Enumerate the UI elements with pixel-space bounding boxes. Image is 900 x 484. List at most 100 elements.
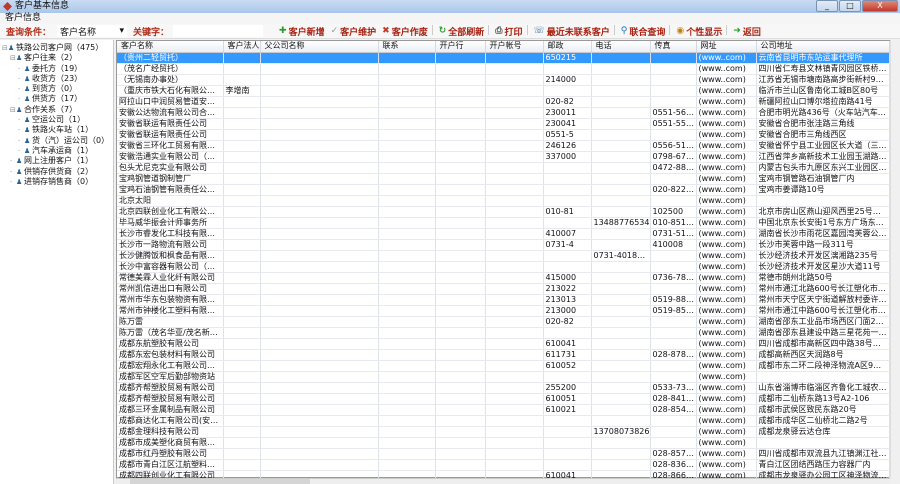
expander-icon[interactable]: ·	[18, 85, 21, 94]
column-header[interactable]: 父公司名称	[260, 41, 379, 53]
column-header[interactable]: 公司地址	[756, 41, 890, 53]
table-cell	[591, 74, 651, 86]
tree-node[interactable]: ⊟ ♟ 合作关系（7）	[0, 105, 113, 115]
expander-icon[interactable]: ⊟	[10, 105, 16, 114]
tree-node[interactable]: · ♟ 委托方（19）	[0, 64, 113, 74]
table-row[interactable]: 成都军区空军后勤部物资站 (www..com)	[117, 371, 890, 383]
condition-select[interactable]: 客户名称 ▾	[57, 25, 128, 38]
table-row[interactable]: 长沙中富容器有限公司（广州... (www..com) 长沙经济技术开发区星沙大道1…	[117, 261, 890, 273]
table-row[interactable]: 宝鸡石油钢管有限责任公司（... 020-82251...(www..com)宝鸡…	[117, 184, 890, 196]
toolbar-button-7[interactable]: ◉ 个性显示	[676, 25, 722, 38]
table-row[interactable]: 成都宏翔永化工有限公司（重... 610052 (www..com) 成都市东二环二段…	[117, 360, 890, 372]
table-row[interactable]: 长沙市一路物流有限公司 0731-4 410008 (www..com) 长沙市芙蓉中路…	[117, 239, 890, 251]
column-header[interactable]: 传真	[650, 41, 697, 53]
expander-icon[interactable]: ·	[18, 64, 21, 73]
toolbar-button-8[interactable]: ➜ 返回	[733, 25, 761, 38]
restore-button[interactable]: □	[839, 0, 861, 12]
table-row[interactable]: 包头尤尼克实业有限公司 0472-8856...(www..com)内蒙古包头市九…	[117, 162, 890, 174]
toolbar-button-2[interactable]: ✖ 客户作废	[382, 25, 428, 38]
table-row[interactable]: 成都金理科技有限公司 13708073826 (www..com) 成都龙泉驿云达仓库	[117, 426, 890, 438]
table-row[interactable]: 安徽省三环化工贸易有限公司 246126 0556-5151...(www..com…	[117, 140, 890, 152]
table-row[interactable]: 宝鸡钢管道钢制管厂 (www..com) 宝鸡市钢管路石油钢管厂内	[117, 173, 890, 185]
table-row[interactable]: 北京四联创业化工有限公司（... 010-81 102500 (www..com) 北京…	[117, 206, 890, 218]
table-row[interactable]: 常德美霖人业化纤有限公司 415000 0736-7896...(www..com)…	[117, 272, 890, 284]
table-row[interactable]: 陈万雷（茂名华亚/茂名新孔... (www..com) 湖南省邵东县建设中路三星花苑…	[117, 327, 890, 339]
table-row[interactable]: 成都东宏包装材料有限公司 611731 028-87848...(www..com)…	[117, 349, 890, 361]
table-row[interactable]: （重庆市铁大石化有限公司） 李增南 (www..com) 临沂市兰山区鲁南化工城B区8…	[117, 85, 890, 97]
toolbar-button-3[interactable]: ↻ 全部刷新	[439, 25, 485, 38]
table-row[interactable]: （无锡南办事处） 214000 (www..com) 江苏省无锡市塘南路高步街新村96…	[117, 74, 890, 86]
keyword-input[interactable]	[173, 25, 264, 37]
table-row[interactable]: 北京太阳 (www..com)	[117, 195, 890, 207]
tree-node[interactable]: · ♟ 空运公司（1）	[0, 115, 113, 125]
expander-icon[interactable]: ·	[10, 157, 13, 166]
table-row[interactable]: 成都东航塑胶有限公司 610041 (www..com) 四川省成都市高新区四中路38…	[117, 338, 890, 350]
table-row[interactable]: 常州凯信进出口有限公司 213022 (www..com) 常州市通江北路600号长江…	[117, 283, 890, 295]
table-row[interactable]: 成都齐帮塑胶贸易有限公司 255200 0533-7369...(www..com)…	[117, 382, 890, 394]
column-header[interactable]: 客户法人	[223, 41, 261, 53]
tree-node[interactable]: · ♟ 收货方（23）	[0, 74, 113, 84]
expander-icon[interactable]: ·	[18, 116, 21, 125]
toolbar-button-4[interactable]: ⎙ 打印	[495, 25, 522, 38]
scroll-thumb[interactable]	[130, 479, 310, 484]
tree-node[interactable]: · ♟ 进销存销售商（0）	[0, 177, 113, 187]
table-cell: (www..com)	[696, 338, 757, 350]
tree-node[interactable]: · ♟ 货（汽）运公司（0）	[0, 136, 113, 146]
table-row[interactable]: 成都三环金属制品有限公司 610021 028-85431...(www..com)…	[117, 404, 890, 416]
expander-icon[interactable]: ·	[10, 167, 13, 176]
expander-icon[interactable]: ·	[18, 95, 21, 104]
toolbar-button-6[interactable]: ⚲ 联合查询	[621, 25, 666, 38]
table-row[interactable]: 安徽公达物流有限公司合肥分... 230011 0551-5612...(www..…	[117, 107, 890, 119]
expander-icon[interactable]: ·	[18, 146, 21, 155]
close-button[interactable]: X	[862, 0, 898, 12]
table-cell: (www..com)	[696, 217, 757, 229]
column-header[interactable]: 电话	[591, 41, 651, 53]
expander-icon[interactable]: ·	[18, 74, 21, 83]
table-row[interactable]: 常州市钟楼化工塑料有限公司 213000 0519-8576...(www..com…	[117, 305, 890, 317]
menu-item-customer-info[interactable]: 客户信息	[5, 13, 42, 23]
column-header[interactable]: 网址	[696, 41, 757, 53]
column-header[interactable]: 邮政	[543, 41, 592, 53]
vertical-scrollbar[interactable]	[890, 40, 900, 478]
expander-icon[interactable]: ·	[18, 136, 21, 145]
table-row[interactable]: 阿拉山口中润贸易管道安装防... 020-82 (www..com) 新疆阿拉山口博尔…	[117, 96, 890, 108]
column-header[interactable]: 客户名称	[117, 41, 224, 53]
table-row[interactable]: 安徽省联运有限责任公司 0551-5 (www..com) 安徽省合肥市三角线西区	[117, 129, 890, 141]
toolbar-button-0[interactable]: ✚ 客户新增	[279, 25, 325, 38]
column-header[interactable]: 开户行	[435, 41, 486, 53]
table-row[interactable]: 成都商达化工有限公司(安徽... (www..com) 成都市成华区二仙桥北二路2号	[117, 415, 890, 427]
table-row[interactable]: 成都市青白江区江航塑料编织... 028-83611...(www..com)青白…	[117, 459, 890, 471]
tree-node[interactable]: · ♟ 汽车承运商（1）	[0, 146, 113, 156]
table-row[interactable]: 长沙健腾饭和枫食品有限公司 0731-4018952 (www..com) 长沙经济技…	[117, 250, 890, 262]
tree-node[interactable]: · ♟ 到货方（0）	[0, 84, 113, 94]
table-row[interactable]: （茂名广经贸托） (www..com) 四川省仁寿县文林镇青冈园区铁桥乡政府	[117, 63, 890, 75]
table-row[interactable]: 成都市红丹塑胶有限公司 028-85791...(www..com)四川省成都市双…	[117, 448, 890, 460]
tree-node[interactable]: · ♟ 供货方（17）	[0, 94, 113, 104]
column-header[interactable]: 开户帐号	[485, 41, 544, 53]
expander-icon[interactable]: ⊟	[10, 54, 16, 63]
table-row[interactable]: 成都齐帮塑胶贸易有限公司 610051 028-84127...(www..com)…	[117, 393, 890, 405]
table-row[interactable]: 长沙市睿发化工科技有限公司 410007 0731-5161...(www..com…	[117, 228, 890, 240]
tree-node[interactable]: ⊟ ♟ 客户往来（2）	[0, 53, 113, 63]
toolbar-button-1[interactable]: ✓ 客户维护	[331, 25, 377, 38]
column-header[interactable]: 联系	[378, 41, 436, 53]
minimize-button[interactable]: _	[816, 0, 838, 12]
tree-node[interactable]: · ♟ 铁路火车站（1）	[0, 125, 113, 135]
tree-node[interactable]: · ♟ 供销存供货商（2）	[0, 167, 113, 177]
table-row[interactable]: 毕马威华振会计师事务所 13488776534010-85185...(www..…	[117, 217, 890, 229]
table-row[interactable]: 陈万雷 020-82 (www..com) 湖南省邵东工业品市场西区门面22号	[117, 316, 890, 328]
horizontal-scrollbar[interactable]	[116, 478, 890, 484]
expander-icon[interactable]: ⊟	[2, 44, 8, 52]
table-row[interactable]: （贵州二轻贸托） 650215 (www..com) 云南省昆明市东站运事代理所	[117, 52, 890, 64]
table-row[interactable]: 安徽省联运有限责任公司 230041 0551-5524...(www..com)安…	[117, 118, 890, 130]
table-row[interactable]: 安徽浩通实业有限公司（浙江... 337000 0798-6796...(www..…	[117, 151, 890, 163]
tree-node[interactable]: · ♟ 网上注册客户（1）	[0, 156, 113, 166]
toolbar-button-5[interactable]: ☏ 最近未联系客户	[534, 25, 610, 38]
table-row[interactable]: 成都市成美塑化商贸有限公司 (www..com)	[117, 437, 890, 449]
table-cell	[756, 437, 890, 449]
expander-icon[interactable]: ·	[10, 177, 13, 186]
table-row[interactable]: 常州市华东包装物资有限公司... 213013 0519-8885...(www..…	[117, 294, 890, 306]
expander-icon[interactable]: ·	[18, 126, 21, 135]
tree-node[interactable]: ⊟ ♟ 铁路公司客户网（475）	[0, 43, 113, 53]
table-cell: (www..com)	[696, 316, 757, 328]
